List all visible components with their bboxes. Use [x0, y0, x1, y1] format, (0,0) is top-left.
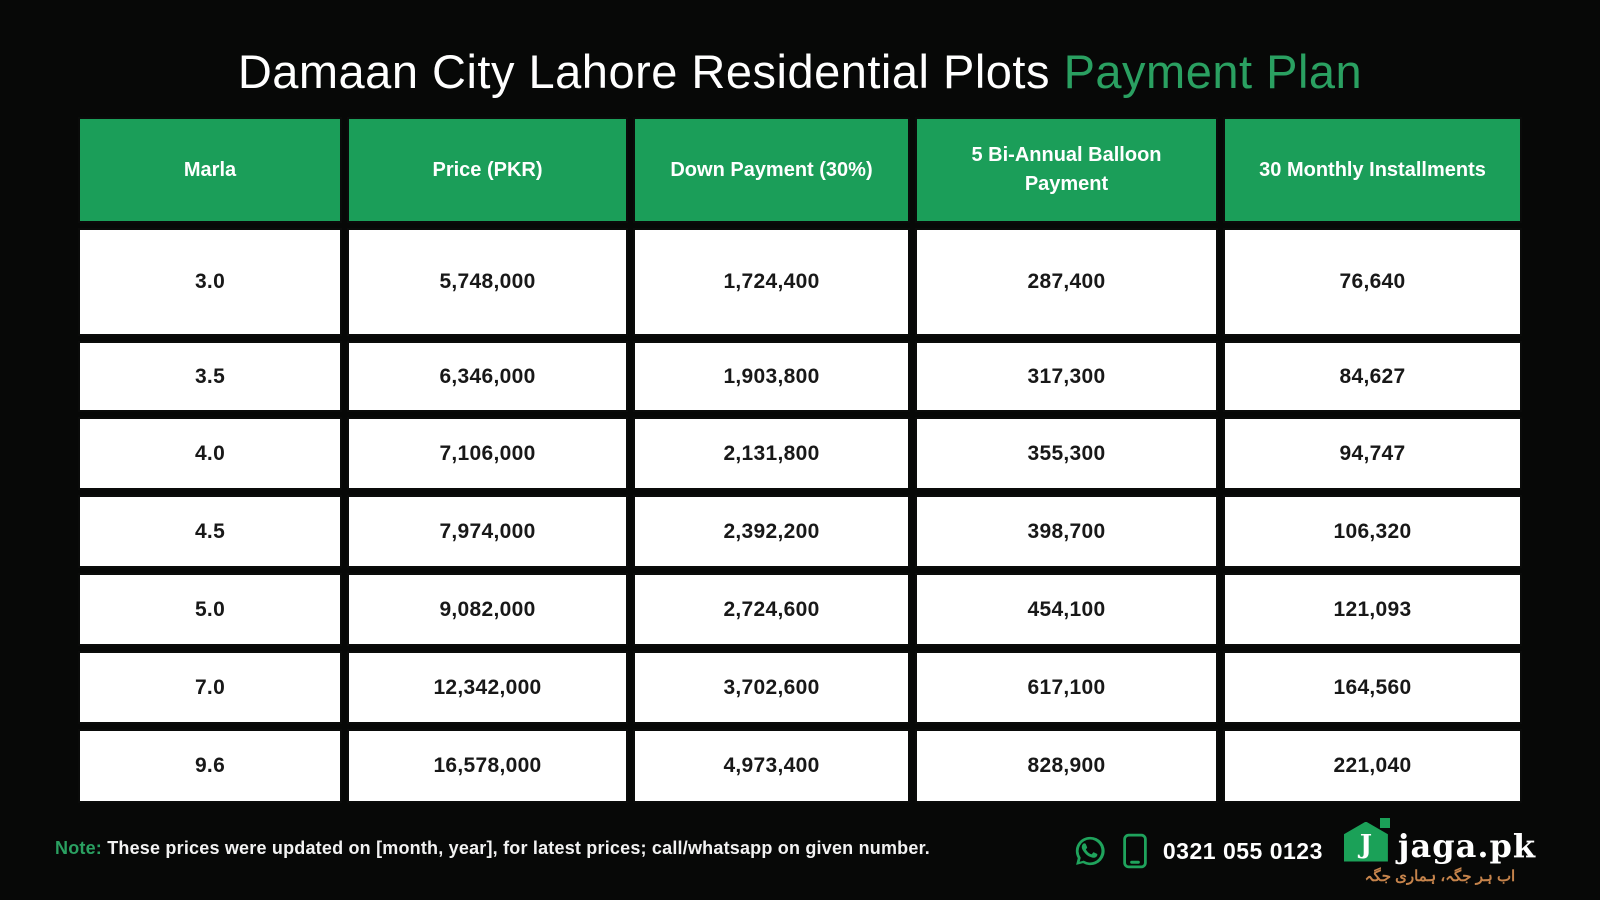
brand-wordmark: jaga.pk	[1397, 826, 1536, 865]
footer-note: Note: These prices were updated on [mont…	[55, 838, 930, 859]
page-title-main: Damaan City Lahore Residential Plots	[237, 45, 1064, 98]
page-title-highlight: Payment Plan	[1063, 45, 1363, 98]
contact-cluster: 0321 055 0123 J jaga.pk اب ہر جگہ، ہماری…	[1073, 812, 1536, 890]
brand-logo: J jaga.pk اب ہر جگہ، ہماری جگہ	[1343, 817, 1536, 885]
payment-plan-table: Marla Price (PKR) Down Payment (30%) 5 Bi-A…	[78, 117, 1522, 803]
table-cell-r0-c4: 76,640	[1223, 228, 1522, 336]
table-cell-r2-c1: 7,106,000	[347, 417, 628, 490]
table-cell-r4-c4: 121,093	[1223, 573, 1522, 646]
footer-note-label: Note:	[55, 838, 102, 858]
table-cell-r5-c4: 164,560	[1223, 651, 1522, 724]
table-cell-r1-c2: 1,903,800	[633, 341, 910, 412]
table-cell-r3-c1: 7,974,000	[347, 495, 628, 568]
table-cell-r3-c4: 106,320	[1223, 495, 1522, 568]
table-header-cell-0: Marla	[78, 117, 342, 223]
table-cell-r4-c1: 9,082,000	[347, 573, 628, 646]
table-cell-r0-c2: 1,724,400	[633, 228, 910, 336]
table-cell-r1-c4: 84,627	[1223, 341, 1522, 412]
table-cell-r6-c0: 9.6	[78, 729, 342, 803]
table-cell-r4-c0: 5.0	[78, 573, 342, 646]
table-cell-r2-c4: 94,747	[1223, 417, 1522, 490]
table-cell-r3-c3: 398,700	[915, 495, 1218, 568]
page-title: Damaan City Lahore Residential Plots Pay…	[0, 44, 1600, 99]
table-cell-r1-c3: 317,300	[915, 341, 1218, 412]
house-chimney-dot	[1379, 817, 1390, 828]
table-cell-r5-c3: 617,100	[915, 651, 1218, 724]
table-cell-r4-c3: 454,100	[915, 573, 1218, 646]
table-cell-r4-c2: 2,724,600	[633, 573, 910, 646]
table-cell-r0-c0: 3.0	[78, 228, 342, 336]
whatsapp-icon	[1073, 834, 1107, 868]
table-cell-r1-c0: 3.5	[78, 341, 342, 412]
table-cell-r2-c0: 4.0	[78, 417, 342, 490]
table-cell-r5-c2: 3,702,600	[633, 651, 910, 724]
mobile-phone-icon	[1120, 833, 1150, 869]
table-cell-r0-c3: 287,400	[915, 228, 1218, 336]
table-cell-r5-c1: 12,342,000	[347, 651, 628, 724]
phone-number: 0321 055 0123	[1162, 837, 1323, 864]
table-cell-r5-c0: 7.0	[78, 651, 342, 724]
table-header-cell-2: Down Payment (30%)	[633, 117, 910, 223]
table-header-cell-4: 30 Monthly Installments	[1223, 117, 1522, 223]
table-cell-r3-c2: 2,392,200	[633, 495, 910, 568]
table-cell-r2-c2: 2,131,800	[633, 417, 910, 490]
table-header-cell-1: Price (PKR)	[347, 117, 628, 223]
table-cell-r1-c1: 6,346,000	[347, 341, 628, 412]
house-letter: J	[1359, 829, 1373, 860]
table-cell-r6-c2: 4,973,400	[633, 729, 910, 803]
table-cell-r0-c1: 5,748,000	[347, 228, 628, 336]
table-header-cell-3: 5 Bi-Annual Balloon Payment	[915, 117, 1218, 223]
brand-tagline-urdu: اب ہر جگہ، ہماری جگہ	[1364, 867, 1516, 885]
table-cell-r2-c3: 355,300	[915, 417, 1218, 490]
table-cell-r3-c0: 4.5	[78, 495, 342, 568]
table-cell-r6-c4: 221,040	[1223, 729, 1522, 803]
footer-note-text: These prices were updated on [month, yea…	[102, 838, 930, 858]
table-cell-r6-c1: 16,578,000	[347, 729, 628, 803]
jaga-house-icon: J	[1343, 817, 1390, 862]
table-cell-r6-c3: 828,900	[915, 729, 1218, 803]
